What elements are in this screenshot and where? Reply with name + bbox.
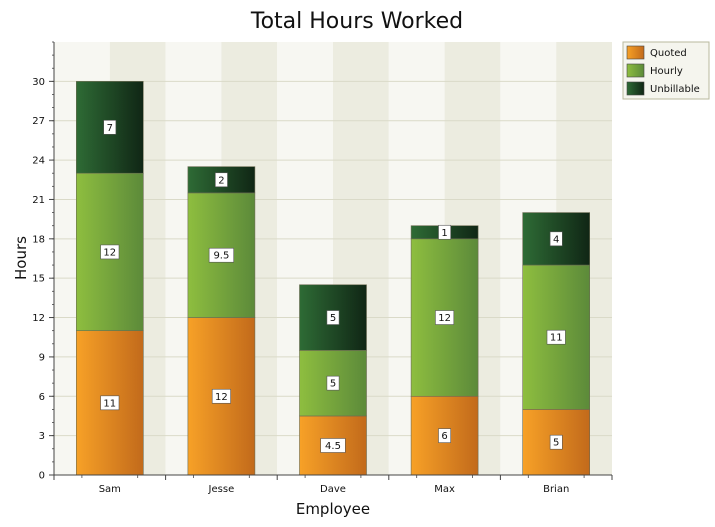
data-label: 4.5	[325, 441, 341, 452]
data-label-box	[100, 395, 120, 411]
y-tick-label: 9	[39, 352, 45, 363]
bars	[76, 81, 591, 476]
data-label: 5	[330, 313, 336, 324]
y-axis-title: Hours	[12, 236, 30, 280]
x-tick-label: Sam	[99, 484, 121, 495]
data-label-box	[215, 172, 228, 188]
legend: Quoted Hourly Unbillable	[622, 41, 710, 100]
data-label: 11	[103, 398, 116, 409]
data-label: 5	[330, 379, 336, 390]
x-tick-label: Max	[434, 484, 455, 495]
y-tick-label: 24	[32, 156, 45, 167]
y-tick-label: 27	[32, 116, 45, 127]
legend-label: Hourly	[650, 66, 683, 77]
data-label: 7	[107, 123, 113, 134]
data-label-box	[326, 310, 340, 325]
x-axis-title: Employee	[296, 500, 370, 518]
data-label-box	[208, 247, 235, 263]
chart-title: Total Hours Worked	[250, 9, 463, 34]
y-tick-label: 15	[32, 274, 45, 285]
data-label: 6	[441, 431, 447, 442]
y-tick-label: 12	[32, 313, 45, 324]
data-label-box	[103, 119, 117, 135]
x-tick-label: Jesse	[208, 484, 235, 495]
x-tick-label: Brian	[543, 484, 569, 495]
data-label: 12	[103, 247, 116, 258]
data-label-box	[549, 231, 563, 247]
legend-label: Unbillable	[650, 84, 700, 95]
legend-swatch-unbillable	[626, 81, 645, 96]
data-label: 4	[553, 234, 559, 245]
y-tick-label: 18	[32, 234, 45, 245]
y-tick-label: 21	[32, 195, 45, 206]
data-label: 9.5	[213, 251, 229, 262]
y-tick-label: 6	[39, 392, 45, 403]
legend-swatch-hourly	[626, 63, 645, 78]
data-label: 12	[438, 313, 451, 324]
data-label: 2	[218, 175, 224, 186]
data-label-box	[546, 329, 566, 345]
data-label: 5	[553, 438, 559, 449]
data-label: 1	[441, 228, 447, 239]
data-label-box	[438, 224, 451, 240]
y-tick-label: 3	[39, 431, 45, 442]
data-label: 11	[550, 333, 563, 344]
data-label-box	[100, 244, 120, 260]
x-tick-label: Dave	[320, 484, 346, 495]
data-label-box	[435, 310, 455, 325]
data-label-box	[320, 438, 346, 453]
data-label: 12	[215, 392, 228, 403]
data-label-box	[438, 428, 451, 443]
y-tick-label: 30	[32, 77, 45, 88]
data-label-box	[549, 434, 563, 450]
y-tick-label: 0	[39, 471, 45, 482]
data-label-box	[326, 375, 340, 391]
legend-label: Quoted	[650, 48, 687, 59]
legend-swatch-quoted	[626, 45, 645, 60]
data-label-box	[211, 388, 231, 404]
data-labels: 11 12 7 12 9.5 2 4.5 5 5 6 12 1 5 11 4	[100, 119, 566, 453]
